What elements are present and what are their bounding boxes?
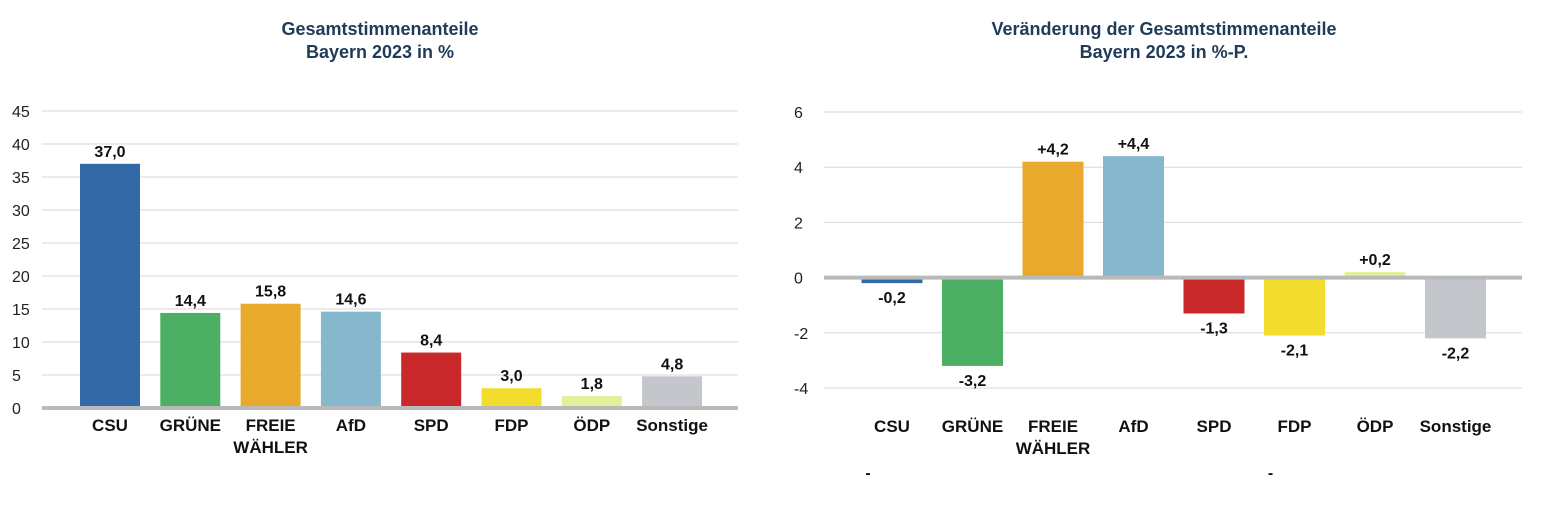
y-tick-label: 2 xyxy=(794,215,803,232)
vote-change-chart-panel: Veränderung der Gesamtstimmenanteile Bay… xyxy=(776,0,1552,508)
chart-title: Veränderung der Gesamtstimmenanteile Bay… xyxy=(776,18,1552,64)
x-tick-label: FREIE xyxy=(1028,417,1078,436)
x-tick-label: WÄHLER xyxy=(233,438,308,457)
footnote-mark: - xyxy=(1268,465,1273,482)
x-tick-label: WÄHLER xyxy=(1016,439,1091,458)
x-tick-label: ÖDP xyxy=(573,416,610,435)
x-tick-label: SPD xyxy=(1197,417,1232,436)
y-tick-label: 4 xyxy=(794,160,803,177)
bar-csu xyxy=(861,277,923,284)
data-label: 4,8 xyxy=(661,356,683,373)
data-label: +4,4 xyxy=(1118,136,1150,153)
x-tick-label: FDP xyxy=(495,416,529,435)
chart-title-line: Veränderung der Gesamtstimmenanteile xyxy=(991,19,1337,39)
bar-ödp xyxy=(561,396,622,408)
x-tick-label: SPD xyxy=(414,416,449,435)
y-tick-label: 25 xyxy=(12,236,30,253)
y-tick-label: -4 xyxy=(794,381,808,398)
bar-afd xyxy=(320,311,381,408)
bar-grüne xyxy=(942,277,1003,366)
y-tick-label: 10 xyxy=(12,335,30,352)
chart-title: Gesamtstimmenanteile Bayern 2023 in % xyxy=(0,18,760,64)
data-label: -3,2 xyxy=(959,373,987,390)
x-tick-label: CSU xyxy=(874,417,910,436)
y-tick-label: 30 xyxy=(12,203,30,220)
bar-fdp xyxy=(1264,277,1325,336)
x-tick-label: CSU xyxy=(92,416,128,435)
data-label: 3,0 xyxy=(500,368,522,385)
y-tick-label: -2 xyxy=(794,326,808,343)
data-label: 15,8 xyxy=(255,284,286,301)
data-label: 8,4 xyxy=(420,333,442,350)
data-label: 14,4 xyxy=(175,293,206,310)
y-tick-label: 6 xyxy=(794,105,803,122)
bar-fdp xyxy=(481,388,542,408)
bar-spd xyxy=(401,352,462,408)
x-tick-label: GRÜNE xyxy=(160,416,221,435)
data-label: -2,2 xyxy=(1442,345,1470,362)
vote-share-bar-chart: 0 5 10 15 20 25 30 35 40 45 37,0 14,4 15,8 14,6 8,4 3,0… xyxy=(12,104,738,457)
y-tick-label: 5 xyxy=(12,368,21,385)
bar-ödp xyxy=(1344,272,1406,278)
bar-afd xyxy=(1103,156,1164,278)
x-tick-label: ÖDP xyxy=(1357,417,1394,436)
chart-subtitle-line: Bayern 2023 in % xyxy=(305,42,455,62)
x-tick-label: AfD xyxy=(336,416,366,435)
y-tick-label: 0 xyxy=(794,271,803,288)
bar-freie-wähler xyxy=(1022,161,1084,278)
bar-sonstige xyxy=(1425,277,1486,339)
y-tick-label: 35 xyxy=(12,170,30,187)
x-tick-label: Sonstige xyxy=(636,416,708,435)
bar-csu xyxy=(80,163,140,408)
x-tick-label: FREIE xyxy=(246,416,296,435)
data-label: -0,2 xyxy=(878,290,906,307)
y-tick-label: 40 xyxy=(12,137,30,154)
chart-title-line: Gesamtstimmenanteile xyxy=(281,19,479,39)
data-label: -1,3 xyxy=(1200,320,1228,337)
x-tick-label: FDP xyxy=(1278,417,1312,436)
y-tick-label: 20 xyxy=(12,269,30,286)
data-label: 37,0 xyxy=(94,144,125,161)
chart-subtitle-line: Bayern 2023 in %-P. xyxy=(1079,42,1249,62)
bar-spd xyxy=(1183,277,1245,314)
data-label: 1,8 xyxy=(581,376,603,393)
bar-sonstige xyxy=(642,376,703,408)
y-tick-label: 45 xyxy=(12,104,30,121)
y-tick-label: 0 xyxy=(12,401,21,418)
data-label: +0,2 xyxy=(1359,252,1391,269)
bar-freie-wähler xyxy=(240,303,301,408)
y-tick-label: 15 xyxy=(12,302,30,319)
x-tick-label: Sonstige xyxy=(1420,417,1492,436)
data-label: +4,2 xyxy=(1037,142,1069,159)
x-tick-label: GRÜNE xyxy=(942,417,1003,436)
footnote-mark: - xyxy=(865,465,870,482)
vote-change-bar-chart: -4 -2 0 2 4 6 -0,2 -3,2 +4,2 +4,4 -1,3 -2,1 +0,2 -2,2… xyxy=(794,105,1522,482)
x-tick-label: AfD xyxy=(1118,417,1148,436)
data-label: 14,6 xyxy=(335,292,366,309)
data-label: -2,1 xyxy=(1281,343,1309,360)
vote-share-chart-panel: Gesamtstimmenanteile Bayern 2023 in % 0 5… xyxy=(0,0,760,508)
bar-grüne xyxy=(160,312,221,408)
